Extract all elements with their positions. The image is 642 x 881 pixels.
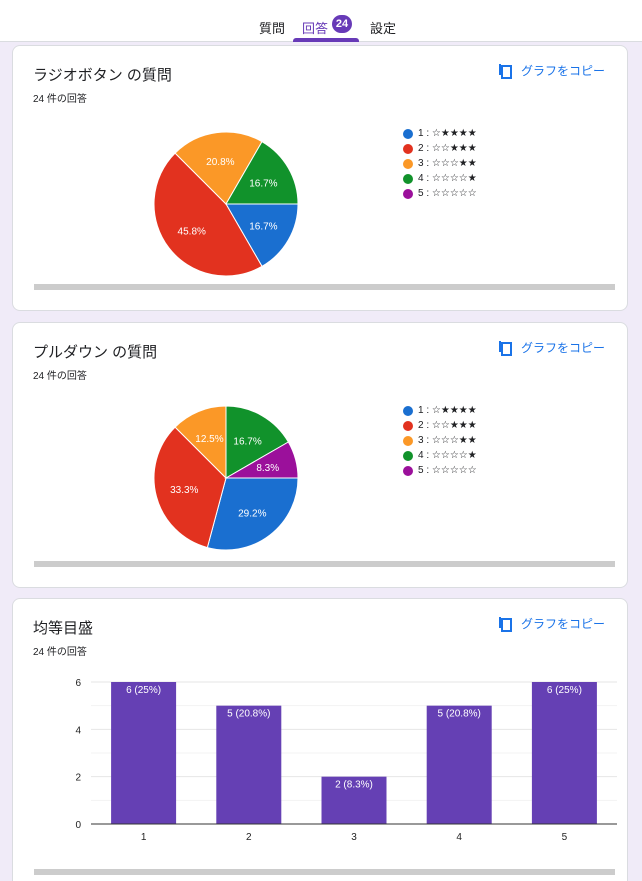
legend-swatch <box>403 435 413 446</box>
pie-slice[interactable] <box>174 131 263 205</box>
legend-swatch <box>403 188 413 199</box>
card-title: ラジオボタン の質問 <box>33 67 172 84</box>
legend-item: 5 : ☆☆☆☆☆ <box>403 463 477 478</box>
slice-percent-label: 33.3% <box>170 485 198 496</box>
tab-settings[interactable]: 設定 <box>370 21 397 36</box>
copy-icon <box>498 340 512 356</box>
x-tick-label: 2 <box>246 832 252 843</box>
pie-slice[interactable] <box>225 405 290 479</box>
copy-icon <box>498 616 512 632</box>
responses-count-badge: 24 <box>332 15 352 33</box>
pie-slice[interactable] <box>224 441 299 479</box>
card-linear-scale: 均等目盛 24 件の回答 グラフをコピー 0 2 4 6 6 (25%) 1 5 (20.8… <box>12 598 628 881</box>
legend-item: 5 : ☆☆☆☆☆ <box>403 186 477 201</box>
slice-percent-label: 16.7% <box>249 178 277 189</box>
tab-responses[interactable]: 回答 <box>302 21 329 36</box>
x-tick-label: 1 <box>141 832 147 843</box>
copy-chart-button[interactable]: グラフをコピー <box>498 62 605 79</box>
bar-value-label: 6 (25%) <box>547 685 582 696</box>
active-tab-indicator <box>293 38 359 42</box>
legend-label: 4 : ☆☆☆☆★ <box>418 173 477 184</box>
bar[interactable] <box>321 776 387 824</box>
legend-item: 2 : ☆☆★★★ <box>403 418 477 433</box>
legend-item: 4 : ☆☆☆☆★ <box>403 171 477 186</box>
legend-item: 2 : ☆☆★★★ <box>403 141 477 156</box>
pie-chart-dropdown: 29.2% 33.3% 12.5% 16.7% 8.3% <box>153 405 299 551</box>
y-tick-label: 0 <box>75 820 81 831</box>
legend-swatch <box>403 405 413 416</box>
tab-questions[interactable]: 質問 <box>259 21 286 36</box>
horizontal-scrollbar[interactable] <box>34 869 615 875</box>
pie-slice[interactable] <box>225 140 299 205</box>
legend-item: 3 : ☆☆☆★★ <box>403 156 477 171</box>
legend-label: 4 : ☆☆☆☆★ <box>418 450 477 461</box>
y-tick-label: 2 <box>75 773 81 784</box>
x-tick-label: 5 <box>562 832 568 843</box>
legend-label: 5 : ☆☆☆☆☆ <box>418 188 477 199</box>
copy-icon <box>498 63 512 79</box>
slice-percent-label: 29.2% <box>238 508 266 519</box>
response-count: 24 件の回答 <box>33 647 87 658</box>
legend-swatch <box>403 465 413 476</box>
slice-percent-label: 16.7% <box>249 222 277 233</box>
legend-swatch <box>403 173 413 184</box>
legend-label: 2 : ☆☆★★★ <box>418 143 477 154</box>
legend-label: 2 : ☆☆★★★ <box>418 420 477 431</box>
legend-item: 3 : ☆☆☆★★ <box>403 433 477 448</box>
y-tick-label: 6 <box>75 678 81 689</box>
pie-slice[interactable] <box>225 203 299 268</box>
top-tab-bar: 質問 回答 24 設定 <box>0 0 642 42</box>
legend-item: 1 : ☆★★★★ <box>403 403 477 418</box>
bar-value-label: 5 (20.8%) <box>227 709 270 720</box>
x-tick-label: 3 <box>351 832 357 843</box>
bar-chart-linear-scale: 0 2 4 6 6 (25%) 1 5 (20.8%) 2 2 (8.3%) 3 5 (20.8%)… <box>75 678 617 843</box>
slice-percent-label: 8.3% <box>256 463 279 474</box>
pie-slice[interactable] <box>153 152 263 277</box>
slice-percent-label: 12.5% <box>195 434 223 445</box>
bar-value-label: 2 (8.3%) <box>335 780 373 791</box>
legend-swatch <box>403 450 413 461</box>
bar-value-label: 6 (25%) <box>126 685 161 696</box>
chart-legend: 1 : ☆★★★★ 2 : ☆☆★★★ 3 : ☆☆☆★★ 4 : ☆☆☆☆★ 5 : … <box>403 403 477 478</box>
bar[interactable] <box>426 705 492 824</box>
card-title: 均等目盛 <box>33 620 94 637</box>
bar[interactable] <box>111 682 177 824</box>
y-tick-label: 4 <box>75 725 81 736</box>
chart-legend: 1 : ☆★★★★ 2 : ☆☆★★★ 3 : ☆☆☆★★ 4 : ☆☆☆☆★ 5 : … <box>403 126 477 201</box>
horizontal-scrollbar[interactable] <box>34 284 615 290</box>
pie-chart-radio: 16.7% 45.8% 20.8% 16.7% <box>153 131 299 277</box>
legend-label: 1 : ☆★★★★ <box>418 405 477 416</box>
response-count: 24 件の回答 <box>33 94 87 105</box>
bar-value-label: 5 (20.8%) <box>438 709 481 720</box>
copy-chart-button[interactable]: グラフをコピー <box>498 615 605 632</box>
legend-item: 4 : ☆☆☆☆★ <box>403 448 477 463</box>
legend-item: 1 : ☆★★★★ <box>403 126 477 141</box>
bar[interactable] <box>216 705 282 824</box>
horizontal-scrollbar[interactable] <box>34 561 615 567</box>
response-count: 24 件の回答 <box>33 371 87 382</box>
legend-label: 3 : ☆☆☆★★ <box>418 435 477 446</box>
card-title: プルダウン の質問 <box>33 344 158 361</box>
legend-label: 3 : ☆☆☆★★ <box>418 158 477 169</box>
copy-chart-label: グラフをコピー <box>520 341 605 355</box>
slice-percent-label: 45.8% <box>178 226 206 237</box>
copy-chart-label: グラフをコピー <box>520 64 605 78</box>
legend-label: 1 : ☆★★★★ <box>418 128 477 139</box>
legend-swatch <box>403 420 413 431</box>
pie-slice[interactable] <box>206 477 299 551</box>
x-tick-label: 4 <box>456 832 462 843</box>
card-radio-question: ラジオボタン の質問 24 件の回答 グラフをコピー 16.7% 45.8% 20.… <box>12 45 628 311</box>
legend-swatch <box>403 143 413 154</box>
legend-swatch <box>403 158 413 169</box>
slice-percent-label: 16.7% <box>233 437 261 448</box>
slice-percent-label: 20.8% <box>206 157 234 168</box>
pie-slice[interactable] <box>153 426 227 549</box>
copy-chart-button[interactable]: グラフをコピー <box>498 339 605 356</box>
bar[interactable] <box>531 682 597 824</box>
card-dropdown-question: プルダウン の質問 24 件の回答 グラフをコピー 29.2% 33.3% 12.5… <box>12 322 628 588</box>
copy-chart-label: グラフをコピー <box>520 617 605 631</box>
legend-swatch <box>403 128 413 139</box>
legend-label: 5 : ☆☆☆☆☆ <box>418 465 477 476</box>
